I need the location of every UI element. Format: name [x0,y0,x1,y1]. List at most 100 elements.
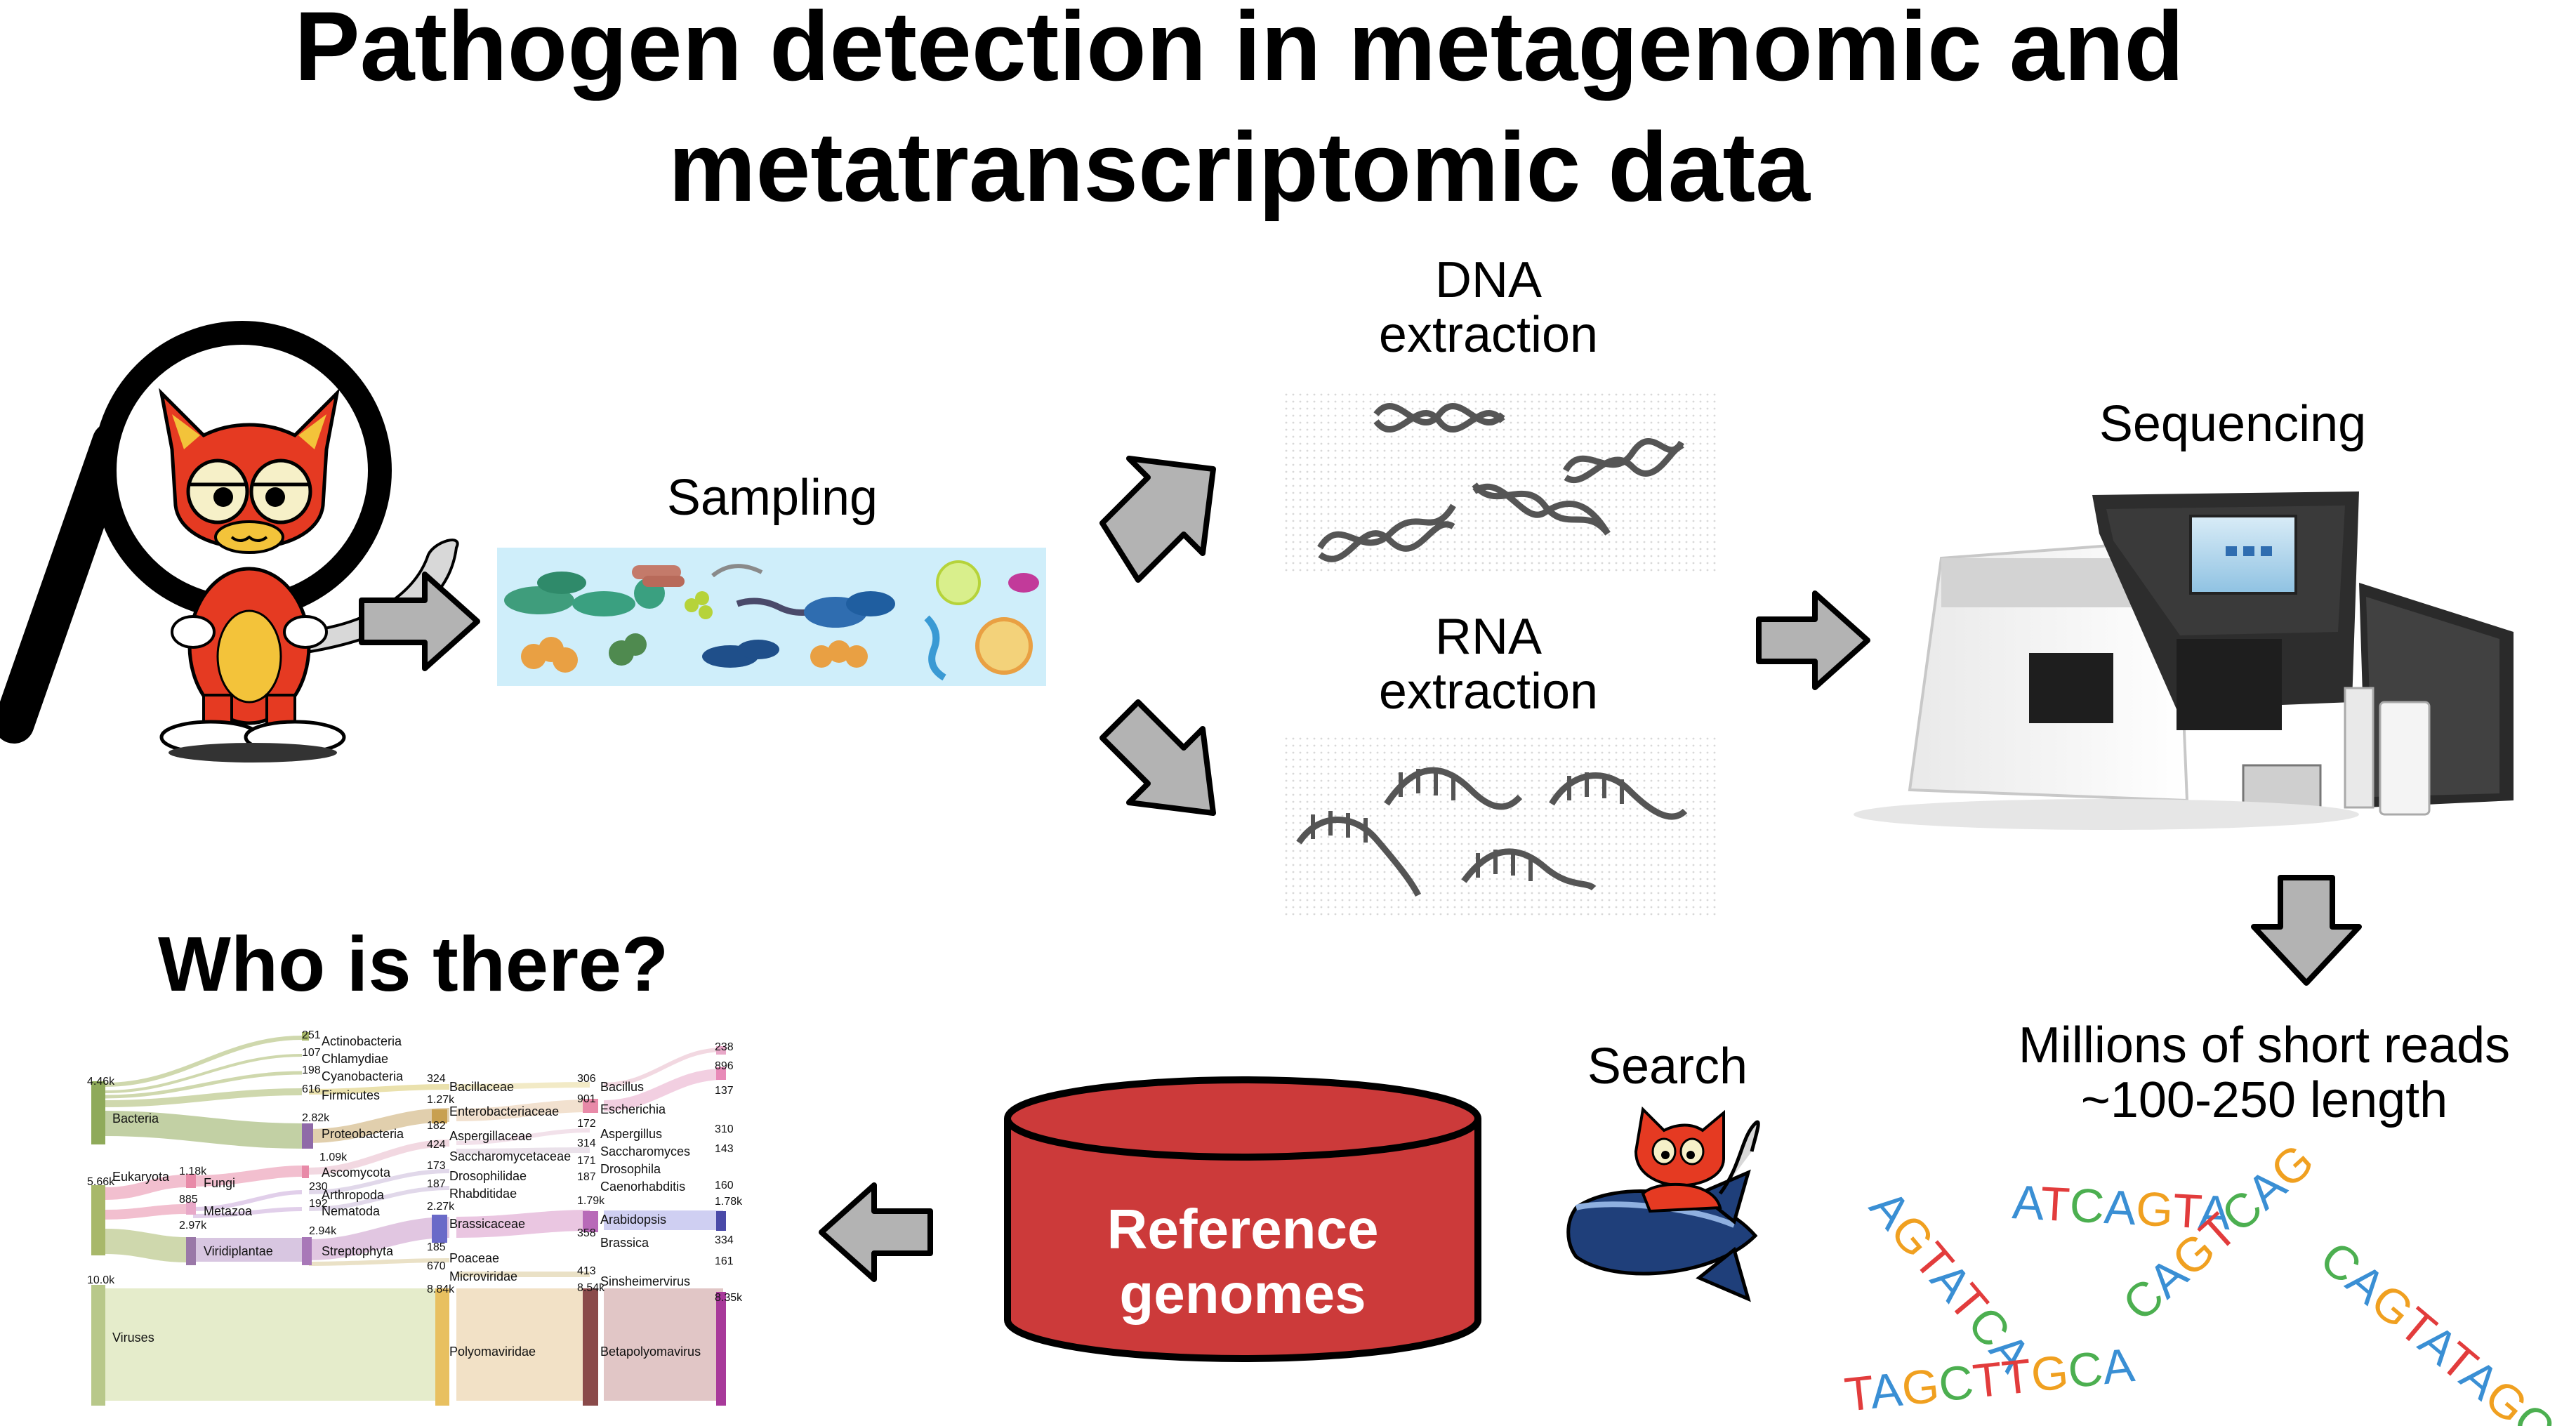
sankey-label-level3: Brassicaceae [449,1217,526,1231]
sankey-count-level0: 4.46k [87,1076,115,1088]
sankey-node-polyomaviridae [435,1288,449,1406]
sankey-count-level4: 187 [577,1171,596,1183]
sankey-count-level4: 1.79k [577,1195,605,1207]
sankey-count-level3: 670 [427,1260,446,1272]
read-base: G [1899,1359,1942,1415]
rna-extraction-label: RNA extraction [1348,609,1629,719]
cat-rocket-icon [1566,1106,1760,1302]
sankey-label-level4: Escherichia [600,1102,666,1116]
sankey-label-level4: Betapolyomavirus [600,1345,701,1359]
sankey-label-level1: Viridiplantae [204,1244,273,1258]
sankey-count-level5: 160 [715,1180,734,1191]
sankey-count-level5: 1.78k [715,1196,743,1208]
title-line-1: Pathogen detection in metagenomic and [294,0,2184,101]
sankey-count-level3: 182 [427,1120,446,1132]
sampling-label: Sampling [666,470,878,526]
sankey-count-level3: 1.27k [427,1094,455,1106]
reference-line-1: Reference [1107,1198,1379,1260]
sankey-label-level3: Poaceae [449,1251,500,1265]
read-base: A [1868,1363,1905,1419]
sankey-count-level1: 1.18k [179,1166,207,1177]
sankey-label-level4: Arabidopsis [600,1213,667,1227]
sankey-label-level3: Enterobacteriaceae [449,1104,560,1118]
rna-strand-icon [1285,737,1720,920]
sankey-label-level4: Caenorhabditis [600,1180,686,1194]
reads-label: Millions of short reads ~100-250 length [1896,1018,2576,1128]
arrow-to-dna [1099,456,1216,583]
arrow-to-reads [2251,875,2362,986]
sankey-count-level3: 324 [427,1073,446,1085]
sankey-count-level0: 5.66k [87,1176,115,1188]
sankey-count-level3: 173 [427,1160,446,1172]
read-base: A [2198,1185,2233,1240]
sankey-label-level0: Bacteria [112,1111,159,1125]
sankey-count-level5: 8.35k [715,1292,743,1304]
read-base: A [2103,1180,2138,1235]
microbes-sample-image [497,548,1046,686]
sankey-count-level4: 901 [577,1093,596,1105]
sankey-count-level4: 171 [577,1155,596,1167]
sankey-count-level3: 8.84k [427,1283,455,1295]
read-sequence: CAGTATAGC [2310,1231,2563,1426]
sankey-count-level5: 137 [715,1085,734,1097]
sankey-count-level5: 334 [715,1234,734,1246]
sankey-count-level5: 238 [715,1041,734,1053]
sankey-node-proteobacteria [302,1123,313,1149]
sankey-node-fungi [186,1174,196,1188]
sankey-label-level4: Sinsheimervirus [600,1274,691,1288]
sankey-label-level3: Drosophilidae [449,1169,527,1183]
title-line-2: metatranscriptomic data [668,112,1811,222]
sankey-count-level1: 2.82k [302,1112,330,1124]
read-base: G [2028,1345,2071,1402]
sankey-count-level2: 230 [309,1181,328,1193]
sankey-count-level3: 2.27k [427,1201,455,1213]
rna-extraction-line-2: extraction [1378,664,1599,720]
sankey-node-viruses [91,1285,105,1406]
sankey-label-level1: Chlamydiae [322,1052,389,1066]
sankey-count-level4: 314 [577,1137,596,1149]
sankey-label-level3: Rhabditidae [449,1187,517,1201]
sankey-count-level4: 306 [577,1073,596,1085]
sankey-count-level4: 413 [577,1265,596,1277]
sankey-label-level2: Arthropoda [322,1188,385,1202]
dna-helix-icon [1285,393,1720,576]
sankey-count-level5: 310 [715,1123,734,1135]
who-is-there-heading: Who is there? [158,921,669,1008]
read-base: T [2039,1177,2070,1232]
sankey-label-level3: Aspergillaceae [449,1129,533,1143]
read-base: A [2100,1338,2138,1394]
sankey-label-level0: Viruses [112,1331,154,1345]
arrow-to-results [819,1182,933,1282]
sequencer-machine-image [1854,491,2514,830]
read-base: T [1970,1352,2004,1408]
sankey-label-level1: Actinobacteria [322,1034,402,1048]
sankey-count-level4: 358 [577,1227,596,1239]
sankey-chart [91,1032,726,1406]
sankey-node-brassicaceae [432,1215,447,1243]
sankey-node-eukaryota [91,1185,105,1255]
arrow-to-rna [1099,699,1216,816]
sankey-label-level4: Saccharomyces [600,1144,691,1158]
read-base: C [1936,1355,1976,1412]
dna-extraction-line-1: DNA [1434,252,1542,308]
sankey-label-level2: Streptophyta [322,1244,394,1258]
sankey-node-streptophyta [302,1237,312,1265]
read-base: C [2066,1342,2106,1399]
read-base: T [2172,1184,2202,1239]
reference-line-2: genomes [1119,1262,1366,1325]
sankey-count-level1: 885 [179,1194,198,1206]
sankey-count-level1: 2.97k [179,1220,207,1232]
sankey-label-level1: Metazoa [204,1204,253,1218]
sankey-label-level3: Bacillaceae [449,1080,515,1094]
sankey-label-level4: Brassica [600,1236,649,1250]
reference-genomes-label: Reference genomes [1008,1197,1478,1326]
sankey-label-level2: Ascomycota [322,1166,391,1180]
read-base: T [2000,1349,2034,1405]
sankey-label-level3: Polyomaviridae [449,1345,536,1359]
sankey-node-betapolyomavirus [583,1288,598,1406]
read-sequence: ATCAGTA [2011,1175,2232,1240]
dna-extraction-label: DNA extraction [1348,253,1629,362]
